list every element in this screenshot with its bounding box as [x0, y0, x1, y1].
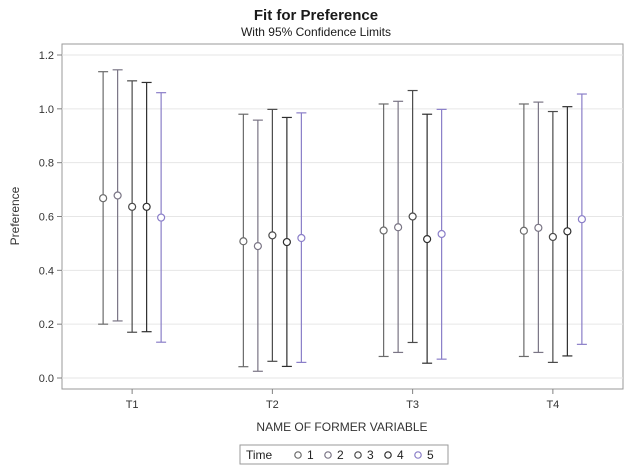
data-point-marker [577, 215, 586, 224]
data-point-marker [157, 213, 166, 222]
error-bar-series [98, 69, 587, 372]
data-point-marker [423, 235, 432, 244]
data-point-marker [548, 232, 557, 242]
data-point-marker [394, 223, 403, 232]
y-tick-label: 0.6 [39, 212, 54, 224]
legend-marker [414, 451, 422, 459]
legend-title: Time [246, 448, 273, 462]
y-tick-label: 1.0 [39, 104, 54, 116]
data-point-marker [99, 194, 108, 203]
x-tick-label: T2 [266, 399, 279, 411]
y-axis: 0.0 0.2 0.4 0.6 0.8 1.0 1.2 [39, 50, 62, 385]
legend-marker [354, 451, 362, 459]
legend-entries: 1 2 3 4 5 [294, 448, 434, 462]
y-tick-label: 0.8 [39, 158, 54, 170]
data-point-marker [282, 237, 291, 247]
legend-label: 2 [337, 448, 344, 462]
legend-marker [324, 451, 332, 459]
legend-marker [294, 451, 302, 459]
x-tick-label: T4 [546, 399, 559, 411]
y-tick-label: 0.4 [39, 265, 54, 277]
data-point-marker [379, 226, 388, 235]
grid-lines [62, 54, 623, 379]
legend-label: 5 [427, 448, 434, 462]
x-axis: T1 T2 T3 T4 [126, 389, 559, 411]
data-point-marker [239, 237, 248, 246]
chart-subtitle: With 95% Confidence Limits [241, 25, 391, 39]
y-tick-label: 0.2 [39, 319, 54, 331]
y-axis-label: Preference [8, 186, 22, 245]
data-point-marker [268, 231, 277, 240]
data-point-marker [113, 191, 122, 200]
legend-label: 4 [397, 448, 404, 462]
x-tick-label: T3 [406, 399, 419, 411]
x-axis-label: NAME OF FORMER VARIABLE [256, 420, 427, 434]
legend-box [239, 444, 449, 465]
x-tick-label: T1 [126, 399, 139, 411]
legend-label: 1 [307, 448, 314, 462]
legend-label: 3 [367, 448, 374, 462]
data-point-marker [142, 202, 151, 211]
data-point-marker [437, 229, 446, 239]
data-point-marker [534, 223, 543, 232]
data-point-marker [253, 242, 262, 251]
y-tick-label: 1.2 [39, 50, 54, 62]
data-point-marker [128, 202, 137, 211]
chart-title: Fit for Preference [254, 7, 378, 24]
data-point-marker [519, 226, 528, 235]
data-point-marker [563, 227, 572, 236]
data-point-marker [408, 212, 417, 221]
legend-marker [384, 451, 392, 459]
y-tick-label: 0.0 [39, 373, 54, 385]
data-point-marker [297, 233, 306, 243]
